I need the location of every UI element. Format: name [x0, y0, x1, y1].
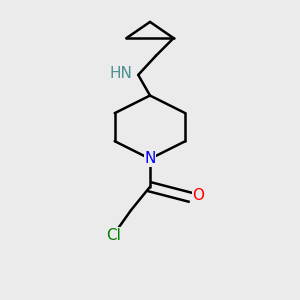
- Text: HN: HN: [109, 66, 132, 81]
- Text: N: N: [144, 151, 156, 166]
- Text: O: O: [193, 188, 205, 203]
- Text: Cl: Cl: [106, 228, 121, 243]
